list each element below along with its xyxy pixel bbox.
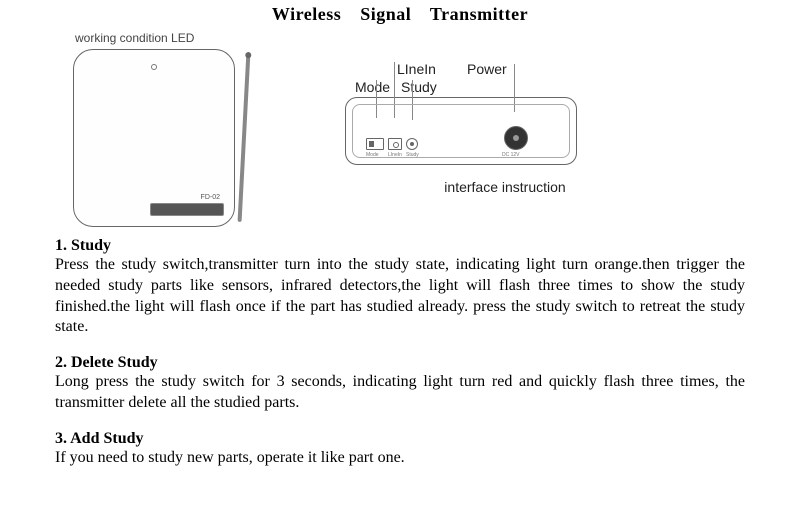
device-interface-box: Mode LIneIn Study DC 12V <box>345 97 577 165</box>
pointer-mode <box>376 80 377 118</box>
section-2-head: 2. Delete Study <box>55 354 745 372</box>
antenna <box>238 52 251 222</box>
led-indicator <box>151 64 157 70</box>
port-linein <box>388 138 402 150</box>
tiny-study: Study <box>406 152 419 158</box>
label-row-2: Mode Study <box>345 79 665 95</box>
device-front-box: FD-02 <box>73 49 235 227</box>
brand-label-box <box>150 203 224 216</box>
section-1-head: 1. Study <box>55 237 745 255</box>
page-title: Wireless Signal Transmitter <box>55 4 745 25</box>
tiny-linein: LIneIn <box>388 152 402 158</box>
label-study: Study <box>401 79 451 95</box>
figure-interface-view: LIneIn Power Mode Study Mode LIneIn Stud… <box>345 31 665 195</box>
figure-front-view: working condition LED FD-02 <box>55 31 285 227</box>
figure-row: working condition LED FD-02 LIneIn Power… <box>55 31 745 227</box>
port-study <box>406 138 418 150</box>
caption-led: working condition LED <box>75 31 285 45</box>
section-3-body: If you need to study new parts, operate … <box>55 448 745 469</box>
port-power <box>504 126 528 150</box>
section-2-body: Long press the study switch for 3 second… <box>55 372 745 414</box>
section-3-head: 3. Add Study <box>55 430 745 448</box>
tiny-mode: Mode <box>366 152 379 158</box>
pointer-power <box>514 64 515 112</box>
pointer-study <box>412 80 413 120</box>
caption-interface: interface instruction <box>345 179 665 195</box>
pointer-linein <box>394 62 395 118</box>
model-number: FD-02 <box>201 194 220 201</box>
document-page: Wireless Signal Transmitter working cond… <box>0 0 800 469</box>
port-mode <box>366 138 384 150</box>
tiny-power: DC 12V <box>502 152 520 158</box>
label-power: Power <box>467 61 507 77</box>
label-row-1: LIneIn Power <box>345 61 665 77</box>
label-linein: LIneIn <box>397 61 467 77</box>
section-1-body: Press the study switch,transmitter turn … <box>55 255 745 338</box>
